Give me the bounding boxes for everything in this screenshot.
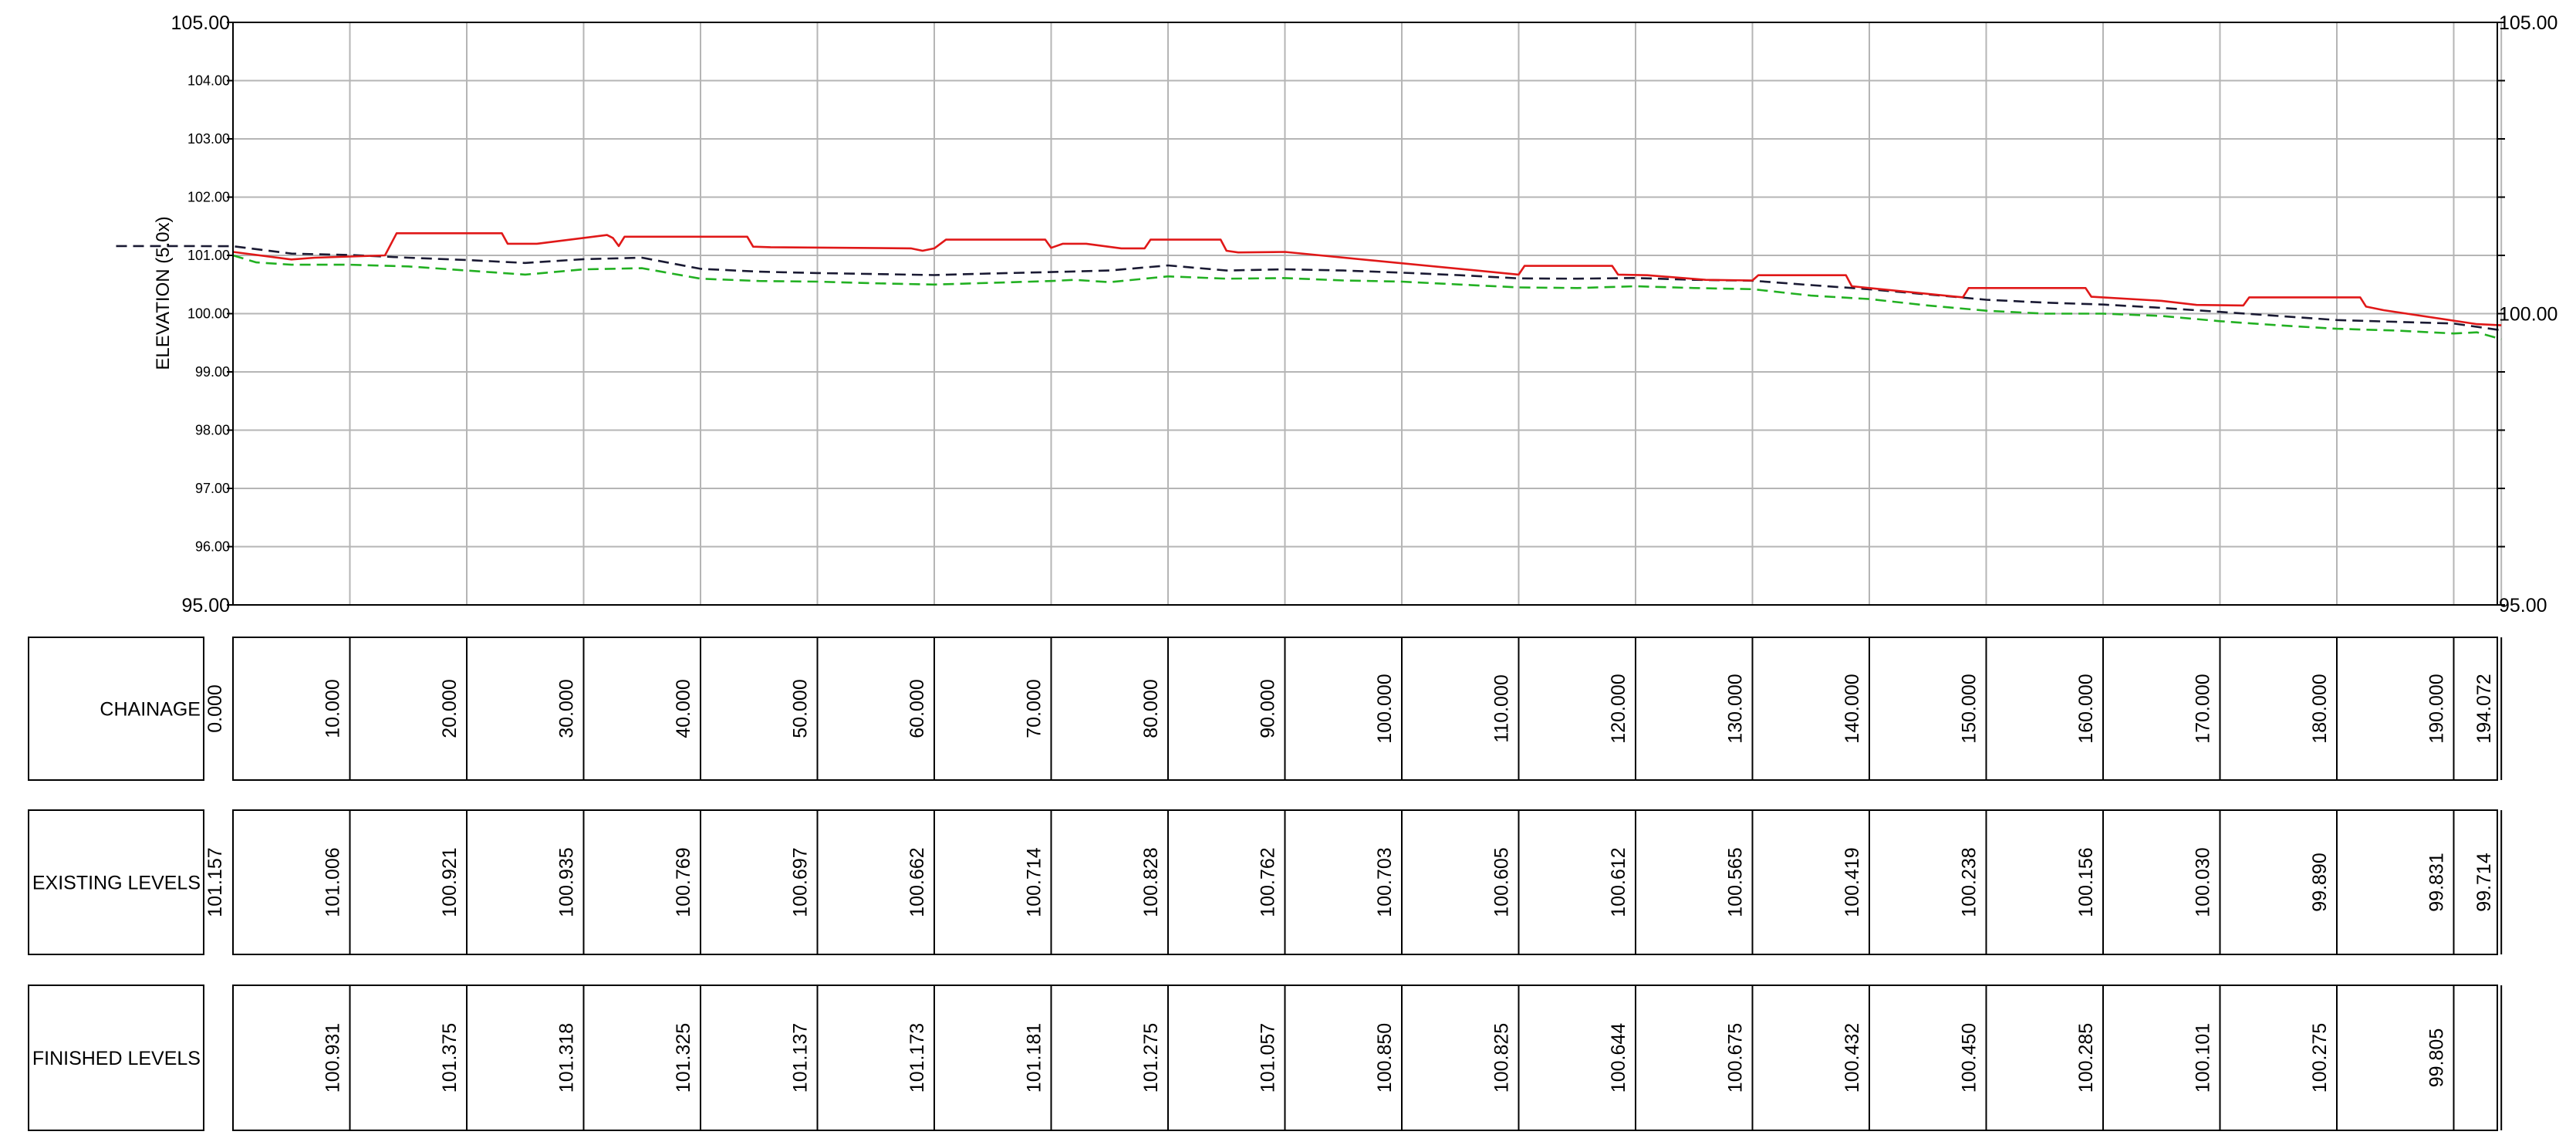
y-tick-label: 98.00 [195, 423, 230, 438]
cell-finished: 100.432 [1842, 1023, 1863, 1093]
y-axis-label: ELEVATION (5.0x) [153, 216, 174, 370]
grid [232, 22, 2503, 606]
cell-existing: 100.703 [1374, 847, 1396, 917]
cell-chainage: 40.000 [673, 679, 694, 738]
cell-chainage: 90.000 [1258, 679, 1279, 738]
row-header-box [28, 985, 204, 1131]
row-header-box [28, 637, 204, 781]
cell-existing: 100.828 [1140, 847, 1162, 917]
cell-chainage: 120.000 [1608, 674, 1629, 743]
y-tick-label: 99.00 [195, 364, 230, 380]
plot-frame [227, 22, 2505, 606]
cell-existing: 100.156 [2075, 847, 2097, 917]
cell-existing: 100.935 [556, 847, 578, 917]
cell-chainage: 80.000 [1140, 679, 1162, 738]
cell-existing: 100.238 [1959, 847, 1980, 917]
cell-chainage: 194.072 [2473, 674, 2495, 743]
cell-chainage: 100.000 [1374, 674, 1396, 743]
y-tick-label: 101.00 [187, 248, 230, 263]
cell-existing: 100.714 [1024, 847, 1045, 917]
y-tick-label: 96.00 [195, 539, 230, 555]
cell-chainage: 160.000 [2075, 674, 2097, 743]
cell-existing: 100.030 [2193, 847, 2214, 917]
cell-finished: 100.825 [1491, 1023, 1513, 1093]
cell-finished: 100.850 [1374, 1023, 1396, 1093]
y-tick-label: 95.00 [181, 595, 230, 616]
cell-chainage: 20.000 [439, 679, 461, 738]
cell-finished: 101.181 [1024, 1023, 1045, 1093]
cell-finished: 99.805 [2426, 1028, 2448, 1087]
cell-finished: 101.325 [673, 1023, 694, 1093]
cell-chainage: 140.000 [1842, 674, 1863, 743]
y-tick-label: 102.00 [187, 190, 230, 205]
cell-chainage: 150.000 [1959, 674, 1980, 743]
cell-chainage: 180.000 [2309, 674, 2331, 743]
cell-finished: 101.057 [1258, 1023, 1279, 1093]
data-table: CHAINAGE 0.000 10.000 20.000 30.000 40.000 50.… [28, 637, 2503, 1131]
cell-finished: 100.931 [322, 1023, 344, 1093]
y-tick-label-right: 100.00 [2499, 304, 2557, 326]
y-tick-label-right: 105.00 [2499, 12, 2557, 34]
cell-existing: 99.890 [2309, 853, 2331, 911]
row-header-box [28, 809, 204, 955]
cell-existing: 99.831 [2426, 853, 2448, 911]
cell-chainage: 30.000 [556, 679, 578, 738]
series-line-existing [116, 245, 2502, 332]
cell-finished: 101.375 [439, 1023, 461, 1093]
cell-finished: 101.318 [556, 1023, 578, 1093]
cell-chainage: 0.000 [204, 684, 226, 733]
series-line-ground [232, 254, 2502, 340]
cell-existing: 100.605 [1491, 847, 1513, 917]
cell-finished: 100.285 [2075, 1023, 2097, 1093]
cell-existing: 100.762 [1258, 847, 1279, 917]
cell-finished: 100.275 [2309, 1023, 2331, 1093]
cell-existing: 100.419 [1842, 847, 1863, 917]
cell-existing: 100.921 [439, 847, 461, 917]
y-tick-label: 97.00 [195, 481, 230, 496]
y-tick-label-right: 95.00 [2499, 595, 2547, 616]
y-tick-label: 100.00 [187, 306, 230, 322]
cell-finished: 101.275 [1140, 1023, 1162, 1093]
cell-existing: 100.565 [1725, 847, 1747, 917]
cell-chainage: 60.000 [906, 679, 928, 738]
cell-chainage: 10.000 [322, 679, 344, 738]
cell-finished: 101.173 [906, 1023, 928, 1093]
row-body-box [232, 985, 2498, 1131]
row-body-box [232, 809, 2498, 955]
cell-existing: 99.714 [2473, 853, 2495, 912]
cell-existing: 100.662 [906, 847, 928, 917]
cell-existing: 101.006 [322, 847, 344, 917]
cell-finished: 100.644 [1608, 1023, 1629, 1093]
series-group [116, 232, 2502, 340]
y-tick-label: 105.00 [171, 12, 230, 34]
cell-existing: 100.697 [790, 847, 812, 917]
y-tick-label: 103.00 [187, 131, 230, 147]
y-tick-labels: 95.00 96.00 97.00 98.00 99.00 100.00 101.00 102… [171, 12, 2558, 616]
cell-finished: 100.101 [2193, 1023, 2214, 1093]
cell-chainage: 110.000 [1491, 674, 1513, 743]
row-header-chainage: CHAINAGE [100, 699, 201, 721]
cell-chainage: 190.000 [2426, 674, 2448, 743]
cell-existing: 100.612 [1608, 847, 1629, 917]
series-line-finished [232, 232, 2502, 326]
cell-finished: 100.675 [1725, 1023, 1747, 1093]
cell-finished: 100.450 [1959, 1023, 1980, 1093]
cell-existing: 101.157 [204, 847, 226, 917]
cell-chainage: 170.000 [2193, 674, 2214, 743]
cell-chainage: 50.000 [790, 679, 812, 738]
cell-chainage: 70.000 [1024, 679, 1045, 738]
row-header-existing: EXISTING LEVELS [32, 873, 201, 894]
cell-chainage: 130.000 [1725, 674, 1747, 743]
cell-existing: 100.769 [673, 847, 694, 917]
row-header-finished: FINISHED LEVELS [32, 1048, 201, 1069]
cell-finished: 101.137 [790, 1023, 812, 1093]
y-tick-label: 104.00 [187, 73, 230, 89]
row-body-box [232, 637, 2498, 781]
